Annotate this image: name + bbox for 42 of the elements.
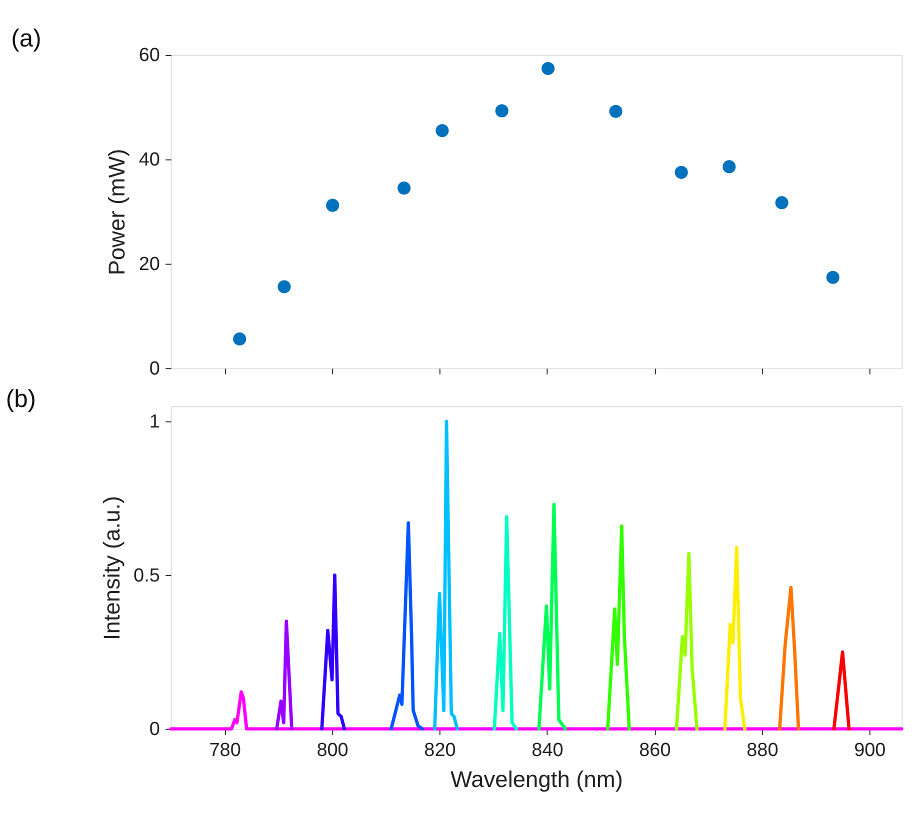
point [278, 280, 291, 294]
y-tick-label: 0 [149, 358, 160, 380]
line-series [537, 502, 567, 731]
point [826, 270, 840, 284]
y-tick-label: 60 [138, 45, 160, 66]
point [775, 196, 788, 210]
y-tick-label: 0 [149, 719, 160, 740]
x-tick-label: 860 [639, 740, 671, 761]
line-series [390, 521, 424, 731]
x-tick-label: 800 [316, 740, 348, 761]
line-series [169, 690, 904, 731]
line-series [320, 574, 346, 731]
point [722, 160, 736, 174]
x-tick-label: 820 [424, 740, 456, 761]
chart-title: (b) [6, 386, 36, 414]
y-axis-title: Intensity (a.u.) [98, 496, 124, 640]
point [542, 62, 555, 76]
x-axis-title: Wavelength (nm) [450, 766, 623, 792]
line-series [778, 586, 800, 731]
line-series [433, 420, 459, 731]
point [326, 198, 340, 212]
x-tick-label: 900 [854, 740, 886, 761]
point [436, 124, 449, 138]
y-tick-label: 1 [149, 412, 160, 433]
y-tick-label: 40 [138, 150, 160, 171]
y-tick-label: 0.5 [134, 565, 160, 586]
x-tick-label: 880 [746, 740, 778, 761]
y-axis-title: Power (mW) [104, 148, 130, 276]
point [609, 104, 622, 118]
y-tick-label: 20 [138, 254, 160, 275]
line-series [674, 552, 699, 731]
point [495, 104, 508, 118]
point [233, 332, 246, 346]
x-tick-label: 780 [209, 740, 241, 761]
point [398, 182, 411, 195]
line-series [606, 524, 631, 731]
chart-title: (a) [11, 25, 42, 52]
line-series [723, 546, 746, 731]
point [674, 166, 688, 179]
x-tick-label: 840 [532, 740, 564, 761]
line-series [492, 515, 518, 731]
line-series [275, 620, 294, 731]
